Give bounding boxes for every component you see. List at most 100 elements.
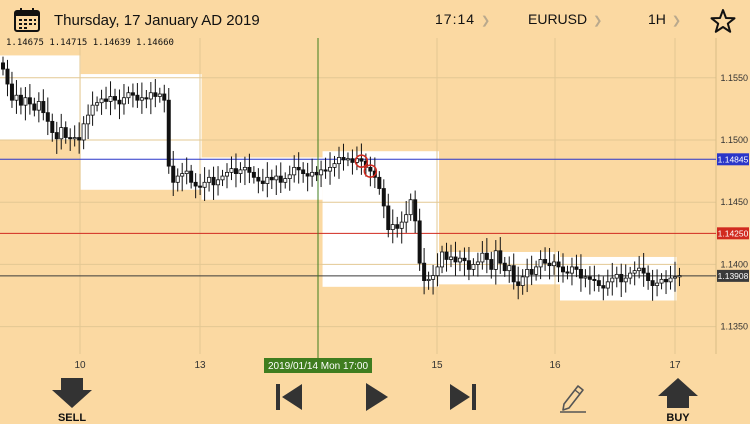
y-tick-label: 1.1500	[720, 135, 748, 145]
candle-body	[628, 272, 633, 279]
candle-body	[610, 277, 615, 283]
candle-body	[135, 94, 140, 101]
star-icon[interactable]	[710, 8, 736, 34]
play-button[interactable]	[360, 380, 394, 414]
y-tick-label: 1.1550	[720, 73, 748, 83]
candle-body	[162, 93, 167, 101]
candle-body	[341, 157, 346, 161]
candle-body	[493, 250, 498, 270]
cursor-date-tag	[264, 358, 372, 373]
candle-body	[23, 97, 28, 106]
sell-label: SELL	[57, 412, 87, 424]
candle-body	[207, 176, 212, 183]
candle-body	[157, 93, 162, 97]
play-icon	[366, 383, 388, 411]
ohlc-readout: 1.14675 1.14715 1.14639 1.14660	[6, 38, 174, 48]
candle-body	[36, 101, 41, 111]
candle-body	[605, 281, 610, 289]
candle-body	[323, 169, 328, 172]
candle-body	[444, 251, 449, 260]
candle-body	[314, 171, 319, 176]
candle-body	[251, 171, 256, 178]
candle-body	[18, 94, 23, 106]
candle-body	[673, 276, 678, 279]
price-tag-label: 1.14845	[718, 154, 749, 164]
candle-body	[381, 188, 386, 207]
candle-body	[408, 199, 413, 216]
candle-body	[14, 94, 19, 101]
candle-body	[117, 99, 122, 105]
candle-body	[619, 273, 624, 283]
sell-button[interactable]: SELL	[42, 376, 102, 424]
candle-body	[440, 251, 445, 268]
candle-body	[238, 169, 243, 175]
candle-body	[336, 157, 341, 165]
candle-body	[175, 175, 180, 183]
candle-body	[5, 68, 10, 85]
candle-body	[538, 259, 543, 268]
symbol-value: EURUSD	[528, 11, 588, 27]
x-tick-label: 17	[669, 360, 681, 371]
price-tag	[717, 269, 749, 282]
draw-button[interactable]	[556, 380, 590, 414]
candle-body	[345, 158, 350, 161]
timeframe-value: 1H	[648, 11, 666, 27]
candle-body	[413, 199, 418, 222]
candle-body	[498, 250, 503, 264]
y-tick-label: 1.1450	[720, 197, 748, 207]
candle-body	[507, 265, 512, 272]
candle-body	[233, 168, 238, 175]
chevron-down-icon: ❯	[593, 15, 603, 27]
pencil-icon	[560, 385, 586, 413]
candle-body	[144, 97, 149, 100]
symbol-selector[interactable]: EURUSD ❯	[528, 11, 602, 27]
date-title: Thursday, 17 January AD 2019	[54, 12, 260, 29]
candle-body	[139, 97, 144, 101]
candle-body	[556, 261, 561, 268]
candle-body	[269, 176, 274, 181]
candle-body	[9, 83, 14, 101]
session-box	[560, 256, 677, 301]
candle-body	[484, 252, 489, 260]
candle-body	[457, 257, 462, 263]
timeframe-selector[interactable]: 1H ❯	[648, 11, 681, 27]
candle-body	[552, 261, 557, 267]
price-tag	[717, 153, 749, 166]
calendar-icon[interactable]	[14, 8, 40, 32]
candle-body	[287, 174, 292, 179]
candle-body	[529, 269, 534, 275]
candle-body	[68, 137, 73, 140]
candle-body	[520, 276, 525, 286]
candle-body	[368, 166, 373, 172]
candle-body	[256, 176, 261, 182]
candle-body	[216, 179, 221, 186]
candle-body	[547, 262, 552, 267]
marker-circle[interactable]	[363, 164, 378, 178]
buy-arrow-icon	[658, 378, 698, 408]
x-tick-label: 16	[549, 360, 561, 371]
price-tag-label: 1.14250	[718, 228, 749, 238]
step-forward-button[interactable]	[446, 380, 480, 414]
candle-body	[637, 267, 642, 272]
marker-circle[interactable]	[354, 154, 369, 168]
candle-body	[466, 260, 471, 270]
candle-body	[390, 224, 395, 230]
time-selector[interactable]: 17:14 ❯	[435, 11, 491, 27]
chevron-down-icon: ❯	[481, 15, 492, 27]
buy-button[interactable]: BUY	[648, 376, 708, 424]
chevron-down-icon: ❯	[671, 15, 682, 27]
candle-body	[305, 173, 310, 177]
candle-body	[664, 278, 669, 283]
time-value: 17:14	[435, 11, 476, 27]
candle-body	[189, 170, 194, 183]
candle-body	[153, 92, 158, 97]
sell-arrow-icon	[52, 378, 92, 408]
x-tick-label: 15	[431, 360, 443, 371]
candle-body	[54, 132, 59, 140]
candle-body	[81, 123, 86, 141]
candle-body	[475, 261, 480, 265]
candle-body	[448, 256, 453, 260]
step-back-button[interactable]	[272, 380, 306, 414]
candle-body	[601, 285, 606, 289]
